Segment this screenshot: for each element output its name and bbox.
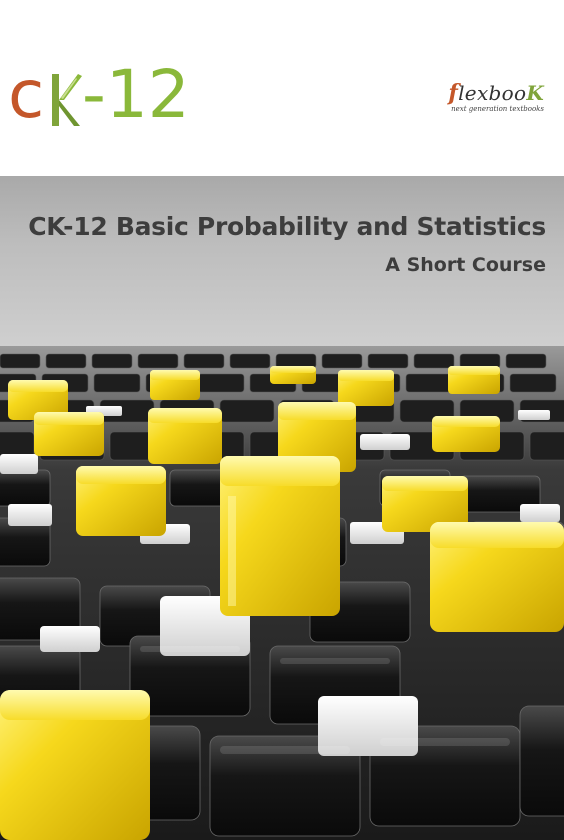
cover-art-cubes-image bbox=[0, 346, 564, 840]
flexbook-brand: flexbooK bbox=[448, 80, 544, 106]
book-subtitle: A Short Course bbox=[385, 254, 546, 276]
yellow-cubes bbox=[0, 366, 564, 840]
ck12-logo: c -12 bbox=[8, 56, 190, 136]
ck12-logo-c: c bbox=[8, 56, 45, 133]
book-title: CK-12 Basic Probability and Statistics bbox=[28, 212, 546, 241]
cover-header: c -12 flexbooK next generation textbooks bbox=[0, 0, 564, 176]
ck12-logo-k-book-icon bbox=[52, 74, 82, 126]
flexbook-tagline: next generation textbooks bbox=[451, 105, 544, 113]
title-band: CK-12 Basic Probability and Statistics A… bbox=[0, 176, 564, 346]
cubes-illustration bbox=[0, 346, 564, 840]
ck12-logo-number: -12 bbox=[82, 56, 190, 133]
flexbook-logo: flexbooK next generation textbooks bbox=[434, 82, 544, 122]
